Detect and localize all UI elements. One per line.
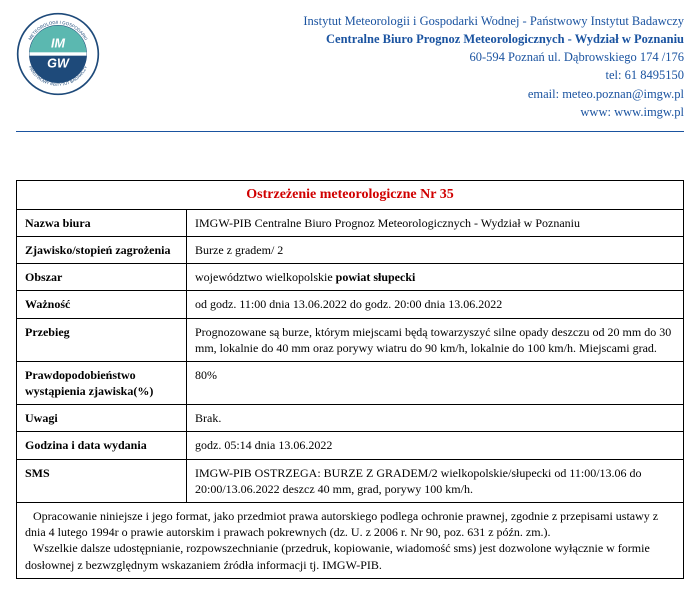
row-label-obszar: Obszar (17, 264, 187, 291)
row-label-sms: SMS (17, 459, 187, 502)
row-value-zjawisko: Burze z gradem/ 2 (187, 236, 684, 263)
footer-p2: Wszelkie dalsze udostępnianie, rozpowsze… (25, 540, 675, 572)
warning-table: Ostrzeżenie meteorologiczne Nr 35 Nazwa … (16, 180, 684, 579)
table-row: Nazwa biura IMGW-PIB Centralne Biuro Pro… (17, 209, 684, 236)
row-value-nazwa-biura: IMGW-PIB Centralne Biuro Prognoz Meteoro… (187, 209, 684, 236)
address-line: 60-594 Poznań ul. Dąbrowskiego 174 /176 (116, 48, 684, 66)
bureau-name: Centralne Biuro Prognoz Meteorologicznyc… (116, 30, 684, 48)
row-value-godzina: godz. 05:14 dnia 13.06.2022 (187, 432, 684, 459)
row-label-godzina: Godzina i data wydania (17, 432, 187, 459)
row-label-zjawisko: Zjawisko/stopień zagrożenia (17, 236, 187, 263)
row-value-uwagi: Brak. (187, 405, 684, 432)
header-divider (16, 131, 684, 132)
table-row: Obszar województwo wielkopolskie powiat … (17, 264, 684, 291)
table-row: Ważność od godz. 11:00 dnia 13.06.2022 d… (17, 291, 684, 318)
obszar-bold: powiat słupecki (336, 270, 416, 284)
row-value-prawdop: 80% (187, 361, 684, 404)
table-row: Uwagi Brak. (17, 405, 684, 432)
table-row: Przebieg Prognozowane są burze, którym m… (17, 318, 684, 361)
table-row-footer: Opracowanie niniejsze i jego format, jak… (17, 503, 684, 579)
footer-p1: Opracowanie niniejsze i jego format, jak… (25, 508, 675, 540)
phone-line: tel: 61 8495150 (116, 66, 684, 84)
row-label-prawdop: Prawdopodobieństwo wystąpienia zjawiska(… (17, 361, 187, 404)
table-row: Prawdopodobieństwo wystąpienia zjawiska(… (17, 361, 684, 404)
www-line: www: www.imgw.pl (116, 103, 684, 121)
svg-text:IM: IM (51, 36, 65, 50)
table-row: Zjawisko/stopień zagrożenia Burze z grad… (17, 236, 684, 263)
copyright-footer: Opracowanie niniejsze i jego format, jak… (17, 503, 684, 579)
row-value-przebieg: Prognozowane są burze, którym miejscami … (187, 318, 684, 361)
obszar-prefix: województwo wielkopolskie (195, 270, 336, 284)
document-header: IM GW METEOROLOGII I GOSPODARKI PAŃSTWOW… (16, 12, 684, 129)
row-label-uwagi: Uwagi (17, 405, 187, 432)
table-row: Godzina i data wydania godz. 05:14 dnia … (17, 432, 684, 459)
imgw-logo: IM GW METEOROLOGII I GOSPODARKI PAŃSTWOW… (16, 12, 100, 96)
row-value-waznosc: od godz. 11:00 dnia 13.06.2022 do godz. … (187, 291, 684, 318)
row-value-obszar: województwo wielkopolskie powiat słupeck… (187, 264, 684, 291)
row-label-waznosc: Ważność (17, 291, 187, 318)
email-line: email: meteo.poznan@imgw.pl (116, 85, 684, 103)
row-label-nazwa-biura: Nazwa biura (17, 209, 187, 236)
warning-title: Ostrzeżenie meteorologiczne Nr 35 (17, 180, 684, 209)
row-value-sms: IMGW-PIB OSTRZEGA: BURZE Z GRADEM/2 wiel… (187, 459, 684, 502)
table-row: SMS IMGW-PIB OSTRZEGA: BURZE Z GRADEM/2 … (17, 459, 684, 502)
svg-text:GW: GW (47, 56, 70, 70)
header-text-block: Instytut Meteorologii i Gospodarki Wodne… (116, 12, 684, 121)
row-label-przebieg: Przebieg (17, 318, 187, 361)
institute-name: Instytut Meteorologii i Gospodarki Wodne… (116, 12, 684, 30)
